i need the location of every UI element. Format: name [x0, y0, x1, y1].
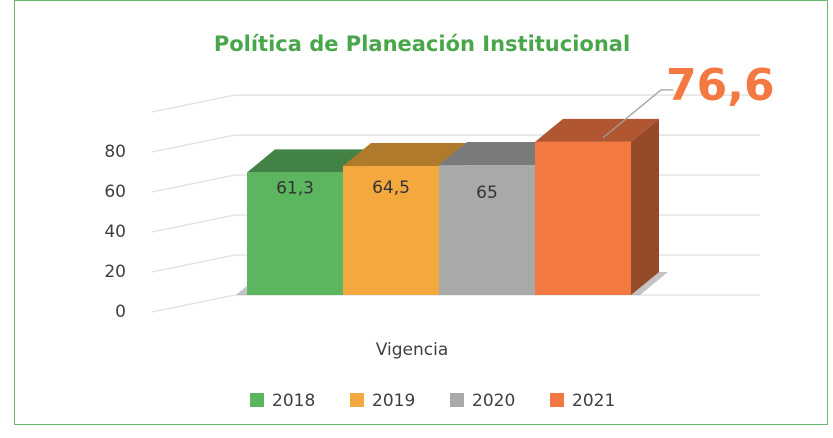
chart-title: Política de Planeación Institucional: [214, 32, 630, 56]
bar-top: [343, 143, 467, 167]
y-tick-label: 20: [104, 262, 126, 282]
bar-side: [631, 118, 659, 295]
leader-line: [602, 89, 673, 139]
legend-swatch: [550, 393, 564, 407]
bar-top: [535, 118, 659, 142]
bar: [247, 172, 343, 295]
legend-label: 2018: [272, 391, 315, 411]
bar-top: [439, 142, 563, 166]
y-tick-label: 60: [104, 182, 126, 202]
bar: [343, 166, 439, 295]
y-tick-label: 0: [115, 302, 126, 322]
legend-swatch: [350, 393, 364, 407]
y-tick-label: 80: [104, 142, 126, 162]
data-label: 61,3: [276, 178, 314, 198]
y-tick-label: 40: [104, 222, 126, 242]
grid-line: [151, 94, 760, 113]
data-label: 64,5: [372, 178, 410, 198]
data-label: 76,6: [666, 60, 775, 111]
legend-label: 2021: [572, 391, 615, 411]
bar-top: [247, 149, 371, 173]
legend-label: 2020: [472, 391, 515, 411]
legend-swatch: [450, 393, 464, 407]
bar: [439, 165, 535, 295]
bar: [535, 141, 631, 295]
x-tick-label: Vigencia: [376, 340, 449, 360]
legend-label: 2019: [372, 391, 415, 411]
legend-swatch: [250, 393, 264, 407]
data-label: 65: [476, 183, 498, 203]
